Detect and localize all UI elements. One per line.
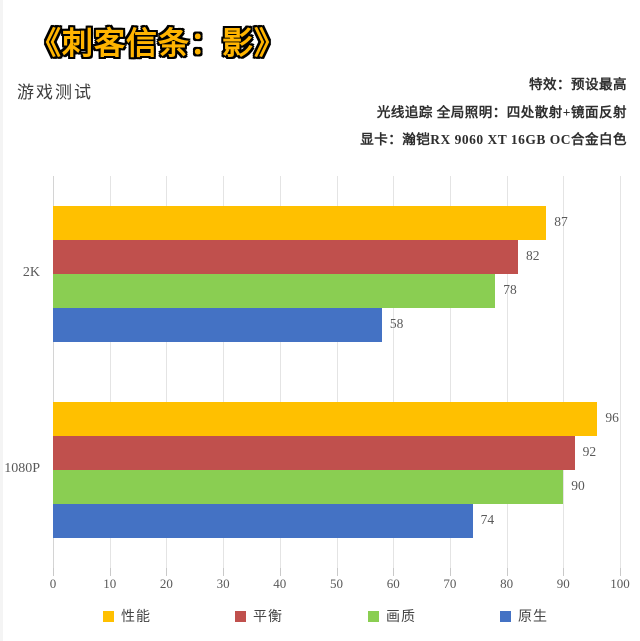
info-line-gpu: 显卡：瀚铠RX 9060 XT 16GB OC合金白色	[360, 132, 627, 147]
x-tick-label-50: 50	[330, 576, 343, 591]
legend-swatch-画质	[368, 610, 379, 622]
chart-legend: 性能 平衡 画质 原生	[0, 606, 640, 626]
bar-1080P-平衡	[53, 436, 575, 470]
legend-item-性能: 性能	[103, 606, 151, 626]
gridline-60	[393, 176, 395, 568]
tick-mark-60	[393, 568, 395, 576]
plot-area: 87 82 78 58 96 92 90 74	[53, 176, 621, 568]
gridline-30	[223, 176, 225, 568]
category-label-2K: 2K	[22, 265, 40, 280]
legend-item-画质: 画质	[368, 606, 416, 626]
category-label-1080P: 1080P	[4, 461, 40, 476]
page-title: 《刺客信条：影》	[30, 26, 286, 61]
value-label-2K-性能: 87	[554, 214, 568, 229]
legend-swatch-原生	[500, 610, 511, 622]
x-tick-label-40: 40	[273, 576, 287, 591]
value-label-1080P-画质: 90	[571, 478, 585, 493]
x-axis-tick-labels: 0 10 20 30 40 50 60 70 80 90 100	[49, 576, 630, 592]
gridline-90	[563, 176, 565, 568]
x-tick-label-0: 0	[49, 576, 57, 591]
tick-mark-20	[166, 568, 168, 576]
gridline-70	[449, 176, 451, 568]
gridline-20	[166, 176, 168, 568]
x-tick-label-10: 10	[103, 576, 117, 591]
x-axis-tick-marks	[53, 568, 621, 576]
gridline-50	[336, 176, 338, 568]
bar-1080P-原生	[53, 504, 473, 538]
x-tick-label-20: 20	[159, 576, 173, 591]
legend-label-原生: 原生	[518, 610, 548, 625]
value-label-1080P-原生: 74	[480, 512, 495, 527]
y-axis-category-labels: 2K 1080P	[0, 176, 46, 568]
bar-2K-原生	[53, 308, 382, 342]
settings-info-block: 特效：预设最高 光线追踪 全局照明：四处散射+镜面反射 显卡：瀚铠RX 9060…	[360, 71, 627, 154]
tick-mark-30	[223, 568, 225, 576]
legend-label-平衡: 平衡	[253, 610, 283, 625]
tick-mark-100	[620, 568, 621, 576]
gridline-10	[109, 176, 111, 568]
x-tick-label-80: 80	[500, 576, 514, 591]
tick-mark-10	[109, 568, 111, 576]
bar-2K-性能	[53, 206, 547, 240]
left-edge-strip	[0, 0, 3, 641]
gridline-40	[279, 176, 281, 568]
value-label-1080P-性能: 96	[605, 410, 619, 425]
tick-mark-50	[336, 568, 338, 576]
legend-swatch-性能	[103, 610, 114, 622]
legend-item-原生: 原生	[500, 606, 548, 626]
x-tick-label-70: 70	[443, 576, 457, 591]
gridline-0	[53, 176, 54, 568]
x-tick-label-90: 90	[556, 576, 570, 591]
legend-label-性能: 性能	[121, 610, 151, 625]
tick-mark-70	[449, 568, 451, 576]
info-line-raytracing: 光线追踪 全局照明：四处散射+镜面反射	[376, 104, 627, 120]
page-subtitle: 游戏测试	[17, 83, 93, 102]
bar-2K-平衡	[53, 240, 518, 274]
info-line-effects: 特效：预设最高	[529, 77, 627, 92]
x-tick-label-100: 100	[610, 576, 630, 591]
tick-mark-90	[563, 568, 565, 576]
bar-2K-画质	[53, 274, 496, 308]
value-label-1080P-平衡: 92	[582, 444, 597, 459]
value-label-2K-原生: 58	[389, 316, 404, 331]
gridline-100	[620, 176, 621, 568]
value-label-2K-画质: 78	[503, 282, 517, 297]
x-tick-label-60: 60	[386, 576, 400, 591]
bar-1080P-性能	[53, 402, 598, 436]
legend-item-平衡: 平衡	[235, 606, 283, 626]
legend-label-画质: 画质	[386, 610, 416, 625]
legend-swatch-平衡	[235, 610, 246, 622]
tick-mark-0	[53, 568, 54, 576]
tick-mark-40	[279, 568, 281, 576]
value-label-2K-平衡: 82	[525, 248, 540, 263]
tick-mark-80	[506, 568, 508, 576]
x-tick-label-30: 30	[216, 576, 230, 591]
gridline-80	[506, 176, 508, 568]
bar-1080P-画质	[53, 470, 564, 504]
